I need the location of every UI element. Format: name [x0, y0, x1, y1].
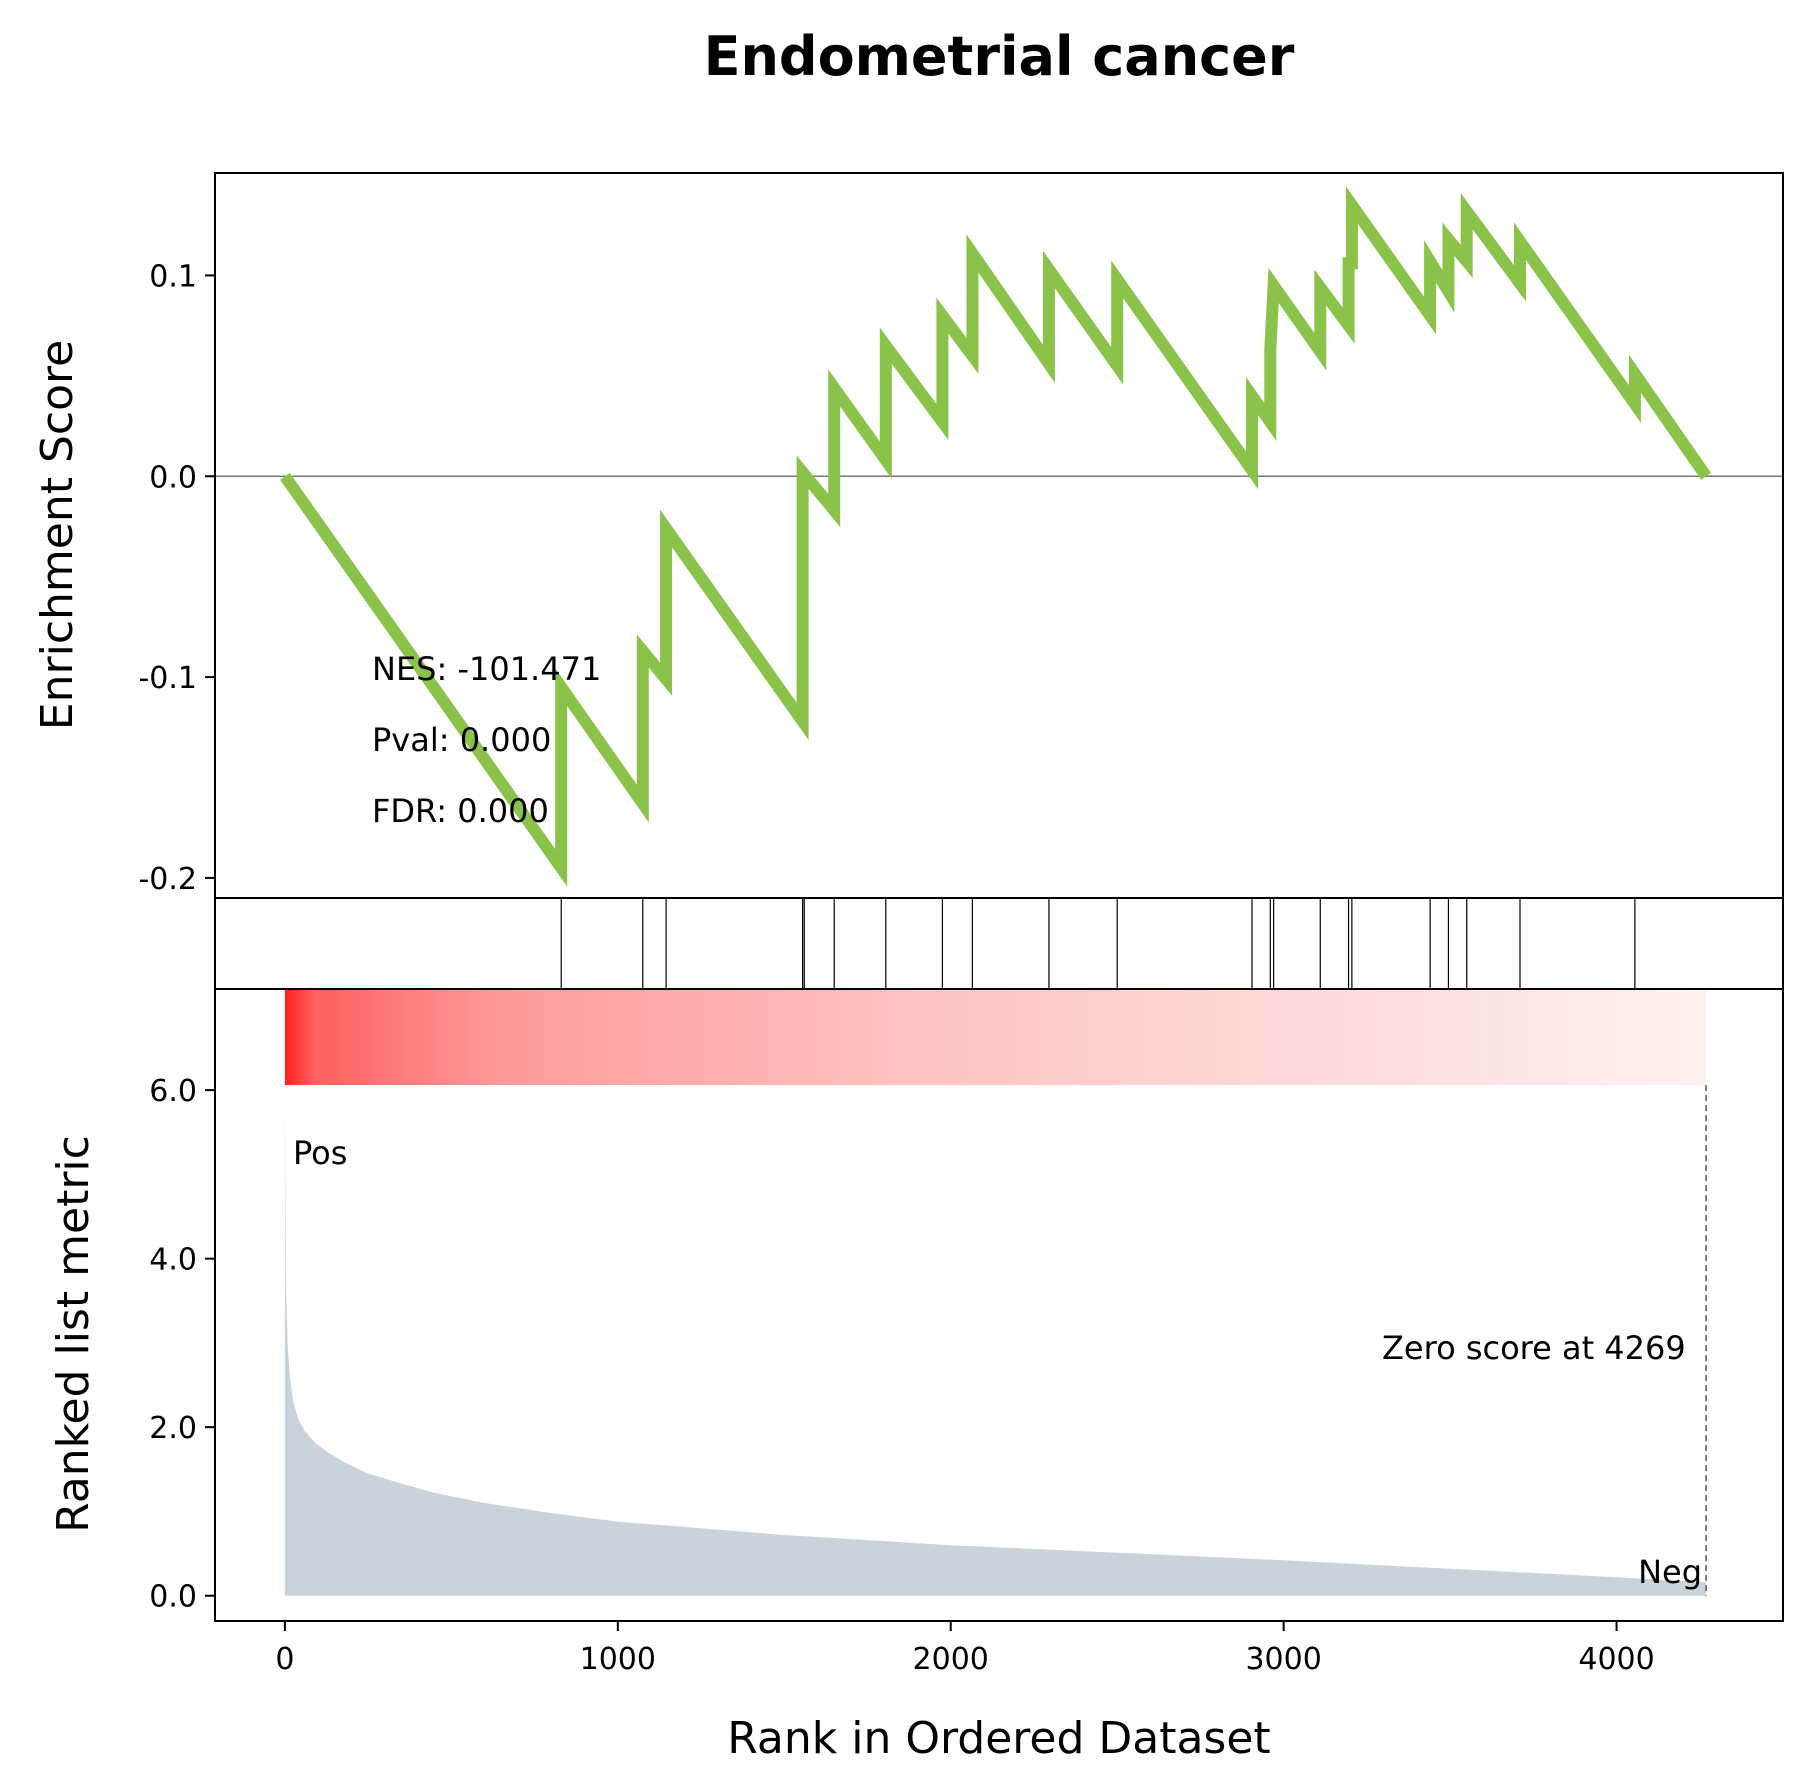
ranked-metric-area	[284, 1107, 1707, 1596]
es-ytick-label: 0.1	[149, 259, 197, 294]
enrichment-score-panel: 0.1 0.0 -0.1 -0.2 NES: -101.471 Pval: 0.000…	[32, 172, 1784, 899]
xtick-label: 0	[275, 1642, 294, 1677]
xtick-label: 1000	[580, 1642, 656, 1677]
rank-ytick-label: 4.0	[149, 1243, 197, 1278]
fdr-text: FDR: 0.000	[372, 792, 549, 830]
pval-text: Pval: 0.000	[372, 721, 551, 759]
es-ytick-label: -0.1	[138, 661, 197, 696]
rank-panel-frame	[214, 988, 1784, 1622]
rank-colorbar	[284, 989, 1707, 1086]
rank-axis-title: Ranked list metric	[48, 1135, 99, 1533]
nes-text: NES: -101.471	[372, 650, 601, 688]
neg-label: Neg	[1638, 1553, 1702, 1591]
es-ytick-label: 0.0	[149, 460, 197, 495]
es-axis-title: Enrichment Score	[32, 340, 83, 730]
xtick-label: 3000	[1245, 1642, 1321, 1677]
rank-ytick-label: 2.0	[149, 1411, 197, 1446]
ranked-metric-panel: 0.02.04.06.0 Pos Neg Zero score at 4269 …	[48, 988, 1784, 1622]
chart-title: Endometrial cancer	[704, 25, 1295, 88]
pos-label: Pos	[293, 1134, 347, 1172]
x-axis-title: Rank in Ordered Dataset	[727, 1713, 1270, 1764]
rank-ytick-label: 0.0	[149, 1580, 197, 1615]
xtick-label: 4000	[1578, 1642, 1654, 1677]
rank-ytick-label: 6.0	[149, 1074, 197, 1109]
es-running-line	[279, 186, 1712, 887]
hit-marker-panel	[214, 897, 1784, 990]
zero-score-label: Zero score at 4269	[1382, 1329, 1686, 1367]
x-axis: 0 1000 2000 3000 4000	[275, 1621, 1655, 1677]
xtick-label: 2000	[913, 1642, 989, 1677]
es-ytick-label: -0.2	[138, 862, 197, 897]
hit-panel-frame	[214, 897, 1784, 990]
